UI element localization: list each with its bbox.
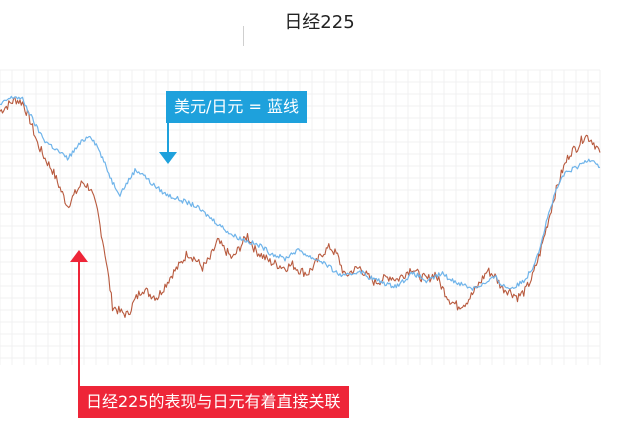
usd-jpy-series-line	[0, 95, 601, 291]
chart-title: 日经225	[284, 12, 355, 33]
blue-arrow-head	[159, 152, 177, 164]
nikkei-yen-annotation: 日经225的表现与日元有着直接关联	[78, 386, 349, 418]
nikkei-225-series-line	[0, 97, 601, 318]
title-divider	[243, 26, 244, 46]
red-arrow-head	[70, 250, 88, 262]
usd-jpy-annotation: 美元/日元 = 蓝线	[166, 91, 307, 123]
series-layer	[0, 95, 601, 318]
annotation-arrows	[70, 123, 177, 386]
